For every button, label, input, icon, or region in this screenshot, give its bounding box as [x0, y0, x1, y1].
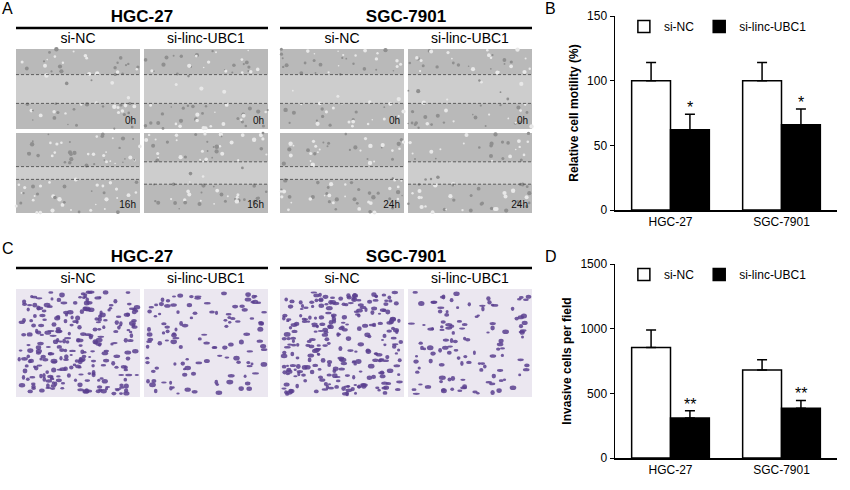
svg-text:HGC-27: HGC-27: [648, 215, 692, 229]
svg-text:Invasive cells per field: Invasive cells per field: [560, 297, 574, 424]
svg-text:**: **: [684, 396, 696, 413]
svg-text:500: 500: [587, 387, 607, 401]
svg-text:0: 0: [600, 451, 607, 465]
svg-text:24h: 24h: [511, 199, 528, 210]
svg-text:16h: 16h: [247, 199, 264, 210]
svg-text:si-NC: si-NC: [664, 268, 694, 282]
svg-text:*: *: [798, 94, 804, 111]
svg-text:100: 100: [587, 74, 607, 88]
svg-text:si-linc-UBC1: si-linc-UBC1: [167, 30, 245, 46]
svg-text:SGC-7901: SGC-7901: [753, 215, 810, 229]
svg-text:24h: 24h: [383, 199, 400, 210]
svg-text:si-NC: si-NC: [61, 270, 96, 286]
svg-text:**: **: [795, 385, 807, 402]
svg-text:*: *: [687, 99, 693, 116]
svg-text:si-NC: si-NC: [325, 270, 360, 286]
svg-text:si-NC: si-NC: [61, 30, 96, 46]
svg-text:si-NC: si-NC: [664, 20, 694, 34]
svg-text:1500: 1500: [580, 257, 607, 271]
html-text:D: D: [545, 248, 557, 265]
svg-text:si-linc-UBC1: si-linc-UBC1: [431, 270, 509, 286]
html-text:B: B: [545, 0, 556, 17]
svg-text:50: 50: [594, 139, 608, 153]
svg-text:Relative cell motility (%): Relative cell motility (%): [567, 44, 581, 181]
svg-text:0h: 0h: [389, 115, 400, 126]
svg-text:0h: 0h: [517, 115, 528, 126]
svg-text:HGC-27: HGC-27: [111, 7, 173, 26]
svg-text:0h: 0h: [253, 115, 264, 126]
svg-text:SGC-7901: SGC-7901: [753, 463, 810, 477]
svg-text:HGC-27: HGC-27: [648, 463, 692, 477]
svg-text:150: 150: [587, 9, 607, 23]
svg-text:16h: 16h: [119, 199, 136, 210]
svg-text:0: 0: [600, 203, 607, 217]
svg-text:1000: 1000: [580, 322, 607, 336]
svg-text:SGC-7901: SGC-7901: [366, 247, 446, 266]
svg-text:SGC-7901: SGC-7901: [366, 7, 446, 26]
svg-text:A: A: [2, 0, 13, 17]
svg-text:si-linc-UBC1: si-linc-UBC1: [739, 268, 806, 282]
svg-text:HGC-27: HGC-27: [111, 247, 173, 266]
svg-text:C: C: [2, 240, 14, 257]
svg-text:si-linc-UBC1: si-linc-UBC1: [167, 270, 245, 286]
svg-text:0h: 0h: [125, 115, 136, 126]
svg-text:si-linc-UBC1: si-linc-UBC1: [431, 30, 509, 46]
svg-text:si-NC: si-NC: [325, 30, 360, 46]
svg-text:si-linc-UBC1: si-linc-UBC1: [739, 20, 806, 34]
